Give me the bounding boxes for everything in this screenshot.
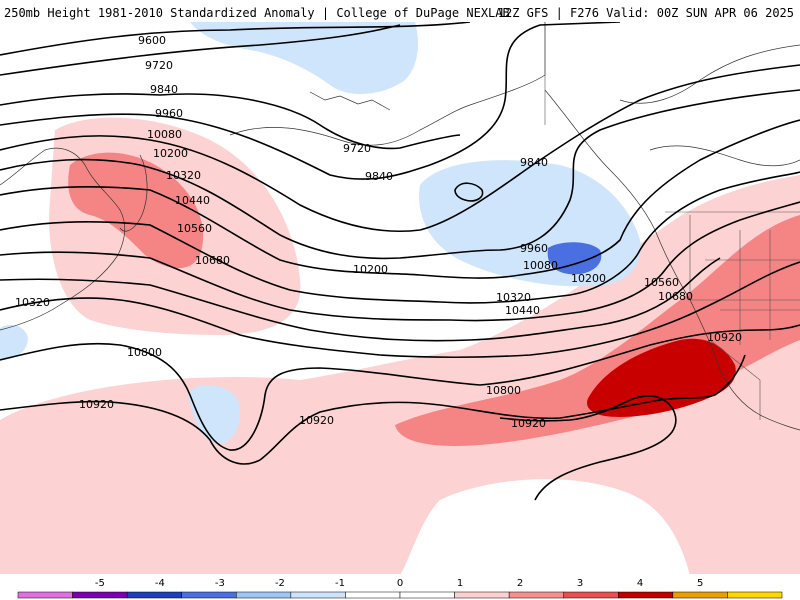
colorbar-swatch — [672, 591, 728, 599]
colorbar-swatch — [72, 591, 128, 599]
contour-label-10080: 10080 — [147, 128, 182, 141]
contour-label-10320: 10320 — [15, 296, 50, 309]
model-run-info: 12Z GFS | F276 Valid: 00Z SUN APR 06 202… — [497, 6, 794, 20]
colorbar-tick-label: 3 — [577, 578, 583, 589]
colorbar-tick-label: -2 — [275, 578, 285, 589]
contour-label-10440: 10440 — [505, 304, 540, 317]
colorbar-swatch — [126, 591, 182, 599]
height-contours — [0, 22, 800, 501]
anomaly-shading — [0, 22, 800, 574]
negative-anomaly-mid-pacific — [188, 384, 241, 444]
contour-label-9840: 9840 — [520, 156, 548, 169]
colorbar-swatch — [563, 591, 619, 599]
contour-label-9840: 9840 — [365, 170, 393, 183]
colorbar-swatch — [181, 591, 237, 599]
contour-label-10440: 10440 — [175, 194, 210, 207]
colorbar-swatch — [454, 591, 510, 599]
colorbar-swatch — [399, 591, 455, 599]
colorbar-tick-label: 4 — [637, 578, 643, 589]
colorbar-tick-label: 1 — [457, 578, 463, 589]
contour-label-10320: 10320 — [496, 291, 531, 304]
contour-label-10800: 10800 — [486, 384, 521, 397]
contour-label-10680: 10680 — [195, 254, 230, 267]
contour-label-9720: 9720 — [343, 142, 371, 155]
contour-label-10920: 10920 — [707, 331, 742, 344]
contour-label-10920: 10920 — [511, 417, 546, 430]
colorbar-swatch — [17, 591, 73, 599]
contour-label-10200: 10200 — [353, 263, 388, 276]
political-borders — [544, 22, 800, 420]
colorbar-swatch — [727, 591, 783, 599]
colorbar-tick-label: -3 — [215, 578, 225, 589]
colorbar-tick-label: -4 — [155, 578, 165, 589]
contour-label-10200: 10200 — [571, 272, 606, 285]
colorbar-swatch — [618, 591, 674, 599]
colorbar-tick-label: 2 — [517, 578, 523, 589]
colorbar-tick-label: -1 — [335, 578, 345, 589]
anomaly-colorbar: -5 -4 -3 -2 -1 0 1 2 3 4 5 — [17, 578, 783, 599]
map-canvas: 9600 9720 9840 9960 10080 10200 10320 10… — [0, 22, 800, 574]
colorbar-tick-label: 5 — [697, 578, 703, 589]
negative-anomaly-gulf-of-alaska-core — [547, 242, 602, 275]
contour-label-10560: 10560 — [644, 276, 679, 289]
contour-label-10920: 10920 — [79, 398, 114, 411]
contour-label-10080: 10080 — [523, 259, 558, 272]
contour-label-9840: 9840 — [150, 83, 178, 96]
negative-anomaly-arctic — [190, 22, 418, 95]
positive-anomaly-west-pacific-core — [68, 152, 204, 269]
colorbar-tick-labels: -5 -4 -3 -2 -1 0 1 2 3 4 5 — [95, 578, 703, 589]
header-bar: 250mb Height 1981-2010 Standardized Anom… — [0, 0, 800, 22]
colorbar-tick-label: 0 — [397, 578, 403, 589]
colorbar-swatch — [508, 591, 564, 599]
contour-label-10920: 10920 — [299, 414, 334, 427]
negative-anomaly-west-edge — [0, 325, 28, 360]
contour-label-10320: 10320 — [166, 169, 201, 182]
colorbar-swatch — [345, 591, 401, 599]
colorbar-tick-label: -5 — [95, 578, 105, 589]
contour-label-9960: 9960 — [155, 107, 183, 120]
contour-label-9600: 9600 — [138, 34, 166, 47]
contour-label-9720: 9720 — [145, 59, 173, 72]
contour-label-10800: 10800 — [127, 346, 162, 359]
contour-label-10200: 10200 — [153, 147, 188, 160]
contour-label-10560: 10560 — [177, 222, 212, 235]
contour-label-9960: 9960 — [520, 242, 548, 255]
contour-labels: 9600 9720 9840 9960 10080 10200 10320 10… — [15, 34, 742, 430]
colorbar-swatch — [290, 591, 346, 599]
colorbar-swatch — [236, 591, 292, 599]
colorbar-swatches — [17, 591, 783, 599]
chart-title: 250mb Height 1981-2010 Standardized Anom… — [4, 6, 510, 20]
contour-label-10680: 10680 — [658, 290, 693, 303]
